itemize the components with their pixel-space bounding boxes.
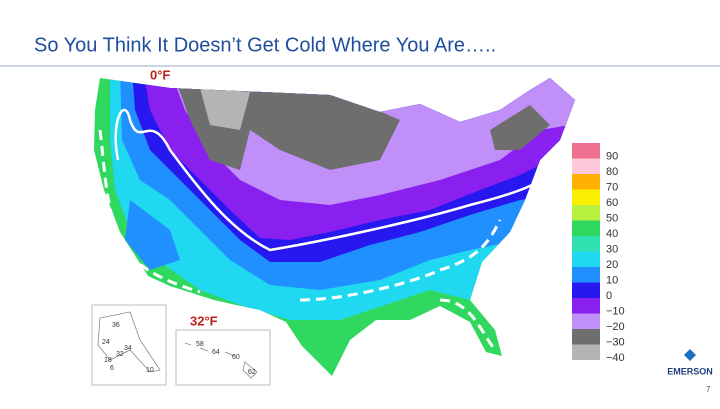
legend-label: −40 (606, 352, 625, 364)
alaska-label: 32 (116, 351, 124, 358)
legend-swatch (572, 282, 600, 298)
legend-label: 80 (606, 166, 618, 178)
hawaii-label: 58 (196, 341, 204, 348)
legend-swatch (572, 143, 600, 159)
legend-swatch (572, 205, 600, 221)
alaska-label: 18 (104, 357, 112, 364)
legend-label: −30 (606, 337, 625, 349)
freeze-isotherm (98, 129, 502, 351)
legend: 90 80 70 60 50 40 30 20 10 0 −10 −20 −30 −40 (572, 143, 625, 364)
legend-label: 20 (606, 259, 618, 271)
legend-swatch (572, 251, 600, 267)
legend-label: 40 (606, 228, 618, 240)
hawaii-label: 64 (212, 349, 220, 356)
logo: EMERSON (667, 366, 713, 376)
page-number: 7 (706, 385, 711, 394)
legend-label: 60 (606, 197, 618, 209)
legend-swatch (572, 189, 600, 205)
zero-isotherm (114, 108, 556, 252)
legend-label: 90 (606, 151, 618, 163)
legend-swatch (572, 236, 600, 252)
legend-label: 50 (606, 213, 618, 225)
legend-swatch (572, 267, 600, 283)
legend-label: 30 (606, 244, 618, 256)
hawaii-inset (175, 329, 271, 386)
legend-swatch (572, 220, 600, 236)
legend-swatch (572, 174, 600, 190)
legend-label: −20 (606, 321, 625, 333)
alaska-label: 36 (112, 322, 120, 329)
legend-label: 10 (606, 275, 618, 287)
legend-label: 0 (606, 290, 612, 302)
legend-swatch (572, 344, 600, 360)
hawaii-label: 62 (248, 369, 256, 376)
alaska-label: 10 (146, 367, 154, 374)
hawaii-label: 60 (232, 354, 240, 361)
legend-swatch (572, 158, 600, 174)
alaska-outline (97, 311, 161, 373)
freeze-label: 32°F (190, 313, 218, 328)
zero-label: 0°F (150, 67, 170, 82)
legend-swatch (572, 298, 600, 314)
legend-label: −10 (606, 306, 625, 318)
alaska-label: 24 (102, 339, 110, 346)
slide-title: So You Think It Doesn’t Get Cold Where Y… (34, 34, 496, 56)
alaska-label: 6 (110, 365, 114, 372)
logo-mark (684, 349, 696, 361)
legend-swatch (572, 329, 600, 345)
legend-swatch (572, 313, 600, 329)
hawaii-outline (184, 342, 258, 379)
legend-label: 70 (606, 182, 618, 194)
alaska-label: 34 (124, 345, 132, 352)
